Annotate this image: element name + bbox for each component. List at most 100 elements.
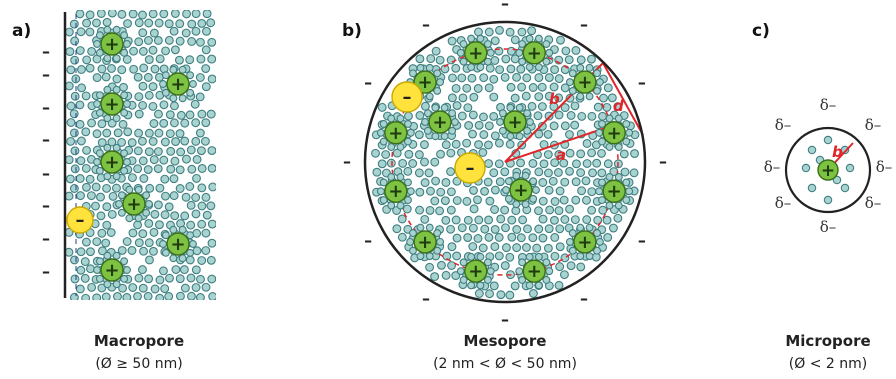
solvent-molecule xyxy=(458,93,468,103)
solvent-molecule xyxy=(69,128,79,138)
solvent-molecule xyxy=(532,243,542,253)
solvent-molecule xyxy=(433,86,442,95)
solvent-molecule xyxy=(515,132,524,141)
solvent-molecule xyxy=(160,284,170,294)
solvent-molecule xyxy=(192,173,201,183)
solvent-molecule xyxy=(93,40,101,48)
solvent-molecule xyxy=(602,215,612,225)
solvent-molecule xyxy=(598,205,608,215)
solvent-molecule xyxy=(148,82,158,91)
solvent-molecule xyxy=(425,205,435,215)
solvent-molecule xyxy=(485,196,495,206)
solvent-molecule xyxy=(441,215,451,225)
solvent-molecule xyxy=(489,92,499,102)
solvent-molecule xyxy=(101,238,111,248)
solvent-molecule xyxy=(416,252,425,261)
solvent-molecule xyxy=(489,168,499,178)
solvent-molecule xyxy=(576,223,585,232)
solvent-molecule xyxy=(544,224,554,234)
cation-icon xyxy=(817,159,839,181)
solvent-molecule xyxy=(82,18,92,28)
solvent-molecule xyxy=(134,214,143,223)
solvent-molecule xyxy=(489,111,499,121)
solvent-molecule xyxy=(614,114,623,123)
solvent-molecule xyxy=(500,72,510,82)
solvent-molecule xyxy=(112,172,121,181)
solvent-molecule xyxy=(474,120,484,130)
solvent-molecule xyxy=(171,265,181,274)
solvent-molecule xyxy=(191,10,201,19)
solvent-molecule xyxy=(82,182,91,192)
cation-icon xyxy=(602,179,626,203)
solvent-molecule xyxy=(436,149,446,159)
solvent-molecule xyxy=(534,73,544,83)
partial-charge: δ– xyxy=(876,158,893,176)
solvent-molecule xyxy=(474,215,484,225)
solvent-molecule xyxy=(593,86,601,95)
solvent-molecule xyxy=(138,46,148,56)
solvent-molecule xyxy=(117,10,127,19)
solvent-molecule xyxy=(431,132,440,141)
solvent-molecule xyxy=(462,138,472,148)
solvent-molecule xyxy=(96,211,106,221)
solvent-molecule xyxy=(593,215,603,225)
panel-a-ions: + + + + + + + – xyxy=(66,25,197,289)
solvent-molecule xyxy=(496,214,506,224)
solvent-molecule xyxy=(134,37,144,47)
solvent-molecule xyxy=(128,228,138,238)
cation-sign: + xyxy=(607,123,622,144)
solvent-molecule xyxy=(80,257,90,267)
cation-sign: + xyxy=(104,260,119,281)
solvent-molecule xyxy=(467,281,476,290)
solvent-molecule xyxy=(823,135,833,145)
solvent-molecule xyxy=(507,232,517,242)
solvent-molecule xyxy=(133,146,143,156)
solvent-molecule xyxy=(207,163,216,173)
solvent-molecule xyxy=(518,40,527,48)
solvent-molecule xyxy=(195,73,205,82)
solvent-molecule xyxy=(66,247,74,257)
solvent-molecule xyxy=(187,164,197,174)
solvent-molecule xyxy=(516,158,526,168)
solvent-molecule xyxy=(123,40,131,48)
solvent-molecule xyxy=(161,231,170,240)
solvent-molecule xyxy=(148,246,158,256)
solvent-molecule xyxy=(201,45,211,55)
solvent-molecule xyxy=(462,196,472,206)
solvent-molecule xyxy=(387,114,396,123)
solvent-molecule xyxy=(97,283,107,293)
solvent-molecule xyxy=(423,109,432,118)
solvent-molecule xyxy=(534,281,543,290)
cation-icon xyxy=(573,230,597,254)
solvent-molecule xyxy=(196,146,206,156)
solvent-molecule xyxy=(507,215,517,225)
solvent-molecule xyxy=(85,27,95,37)
solvent-molecule xyxy=(85,10,95,20)
solvent-molecule xyxy=(207,146,216,156)
solvent-molecule xyxy=(117,208,126,217)
solvent-molecule xyxy=(138,265,147,275)
solvent-molecule xyxy=(476,34,485,43)
solvent-molecule xyxy=(127,246,137,255)
solvent-molecule xyxy=(448,126,457,135)
solvent-molecule xyxy=(69,19,79,29)
solvent-molecule xyxy=(568,229,577,238)
solvent-molecule xyxy=(143,291,153,300)
solvent-molecule xyxy=(377,102,387,112)
panel-c-micropore: c) b + δ– δ– δ– δ– δ– δ– δ– δ– Micropore (Ø < 2… xyxy=(752,21,892,372)
solvent-molecule xyxy=(494,138,504,148)
partial-charge: δ– xyxy=(764,158,781,176)
solvent-molecule xyxy=(165,110,175,120)
solvent-molecule xyxy=(192,155,202,164)
solvent-molecule xyxy=(523,224,532,234)
solvent-molecule xyxy=(468,129,477,139)
solvent-molecule xyxy=(174,55,184,65)
solvent-molecule xyxy=(582,195,591,205)
solvent-molecule xyxy=(456,48,465,57)
surface-charge: – xyxy=(422,289,430,308)
solvent-molecule xyxy=(148,45,158,55)
cation-icon xyxy=(573,70,597,94)
surface-charge: – xyxy=(638,73,646,92)
solvent-molecule xyxy=(593,229,601,238)
solvent-molecule xyxy=(490,56,500,65)
